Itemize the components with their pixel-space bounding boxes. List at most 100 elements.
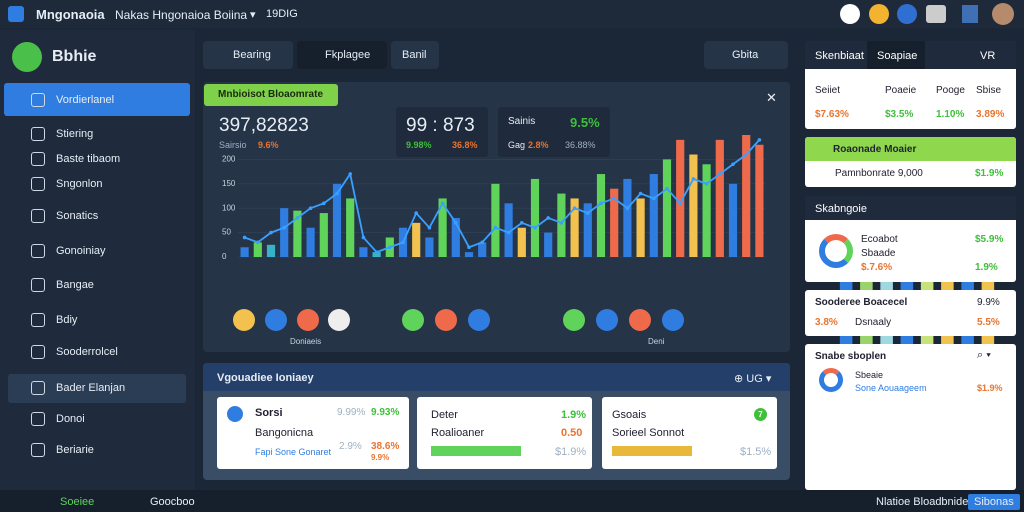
status-button[interactable]: Sibonas	[968, 494, 1020, 510]
line-point	[718, 172, 722, 176]
bar	[372, 252, 381, 257]
value: 9.9%	[371, 453, 390, 462]
card: Gsoais 7 Sorieel Sonnot $1.5%	[602, 397, 777, 469]
nav-item[interactable]: Donoi	[56, 413, 85, 425]
tab[interactable]: Skenbiaat	[815, 50, 864, 62]
bar	[280, 208, 289, 257]
value: $1.9%	[977, 383, 1003, 393]
line-point	[242, 235, 247, 240]
value: 3.8%	[815, 317, 838, 328]
nav-icon	[31, 152, 45, 166]
line-point	[454, 221, 458, 225]
menu[interactable]: Nakas Hngonaioa Boiina	[115, 8, 248, 22]
label: Pamnbonrate 9,000	[835, 168, 923, 179]
nav-item[interactable]: Sonatics	[56, 210, 99, 222]
close[interactable]: ✕	[766, 90, 777, 105]
tab[interactable]: Soapiae	[877, 50, 918, 62]
panel-control[interactable]: ⊕ UG ▾	[734, 373, 772, 385]
icon[interactable]	[897, 4, 917, 24]
button[interactable]: Banil	[391, 41, 439, 69]
nav-item[interactable]: Baste tibaom	[56, 153, 121, 165]
bar	[346, 198, 355, 257]
bar	[702, 164, 711, 257]
bar	[544, 232, 553, 257]
icon[interactable]: ⌕ ▾	[977, 349, 991, 361]
bar	[530, 178, 540, 257]
bar	[266, 244, 276, 257]
value: 9.99%	[337, 407, 366, 418]
line-point	[599, 201, 603, 206]
line-point	[361, 235, 366, 240]
icon[interactable]	[926, 5, 946, 23]
label: Roalioaner	[431, 427, 485, 439]
brand-logo	[12, 42, 42, 72]
line-point	[652, 196, 656, 201]
label: Deter	[431, 409, 458, 421]
nav-item[interactable]: Bdiy	[56, 314, 78, 326]
line-point	[401, 240, 405, 245]
bar	[451, 217, 460, 257]
nav-item[interactable]: Bangae	[56, 279, 94, 291]
line-point	[678, 201, 682, 206]
nav-icon	[31, 209, 45, 223]
card-header	[805, 196, 1016, 220]
nav-item[interactable]: Beriarie	[56, 444, 94, 456]
avatar[interactable]	[992, 3, 1014, 25]
bar	[583, 203, 592, 257]
bar	[610, 188, 619, 257]
icon[interactable]	[840, 4, 860, 24]
line-point	[572, 206, 577, 210]
nav-item[interactable]: Sooderrolcel	[56, 346, 118, 358]
line-point	[493, 225, 498, 230]
value: 1.9%	[561, 409, 587, 421]
button[interactable]: Fkplagee	[297, 41, 387, 69]
y-tick-label: 50	[222, 228, 231, 237]
line-point	[480, 240, 485, 245]
value: $7.63%	[815, 109, 849, 120]
icon[interactable]	[869, 4, 889, 24]
nav-item[interactable]: Vordierlanel	[56, 94, 115, 106]
bar	[464, 252, 474, 257]
link[interactable]: Fapi Sone Gonaret	[255, 447, 332, 457]
donut	[819, 234, 853, 268]
nav-item[interactable]: Gonoiniay	[56, 245, 106, 257]
line-point	[638, 191, 643, 196]
button[interactable]: Gbita	[704, 41, 788, 69]
app-name: Mngonaoia	[36, 7, 105, 22]
value: 5.5%	[977, 317, 1000, 328]
nav-item[interactable]: Sngonlon	[56, 178, 103, 190]
button-label: Banil	[402, 49, 427, 61]
stat-change: 9.6%	[258, 140, 279, 150]
line-point	[348, 172, 353, 176]
icon[interactable]	[962, 5, 978, 23]
panel-header	[203, 363, 790, 391]
stat-label: Sairsio	[219, 140, 247, 150]
status: Goocboo	[150, 496, 195, 508]
label: Sbeaie	[855, 370, 884, 380]
nav-icon	[31, 93, 45, 107]
bar	[478, 242, 487, 257]
bar	[689, 154, 698, 257]
bar	[319, 213, 328, 257]
label: Dsnaaly	[855, 317, 892, 328]
button[interactable]: Bearing	[203, 41, 293, 69]
tab[interactable]: VR	[980, 50, 996, 62]
card-title: Roaonade Moaier	[833, 144, 917, 155]
line-point	[559, 221, 564, 225]
label: Sone Aouaageem	[855, 383, 927, 393]
value: 9.93%	[371, 407, 400, 418]
bar	[570, 198, 579, 257]
footer-label: Doniaeis	[290, 337, 321, 346]
button-label: Fkplagee	[325, 49, 371, 61]
label: Bangonicna	[255, 427, 314, 439]
bar	[742, 135, 751, 257]
nav-item[interactable]: Bader Elanjan	[56, 382, 126, 394]
nav-item[interactable]: Stiering	[56, 128, 94, 140]
pie-icons	[233, 309, 684, 331]
bar	[755, 144, 764, 257]
stat-label: Gag	[508, 140, 526, 150]
line-point	[506, 230, 511, 235]
line-point	[731, 162, 735, 167]
stat-change: 9.98%	[406, 140, 432, 150]
app-icon[interactable]	[8, 6, 24, 22]
